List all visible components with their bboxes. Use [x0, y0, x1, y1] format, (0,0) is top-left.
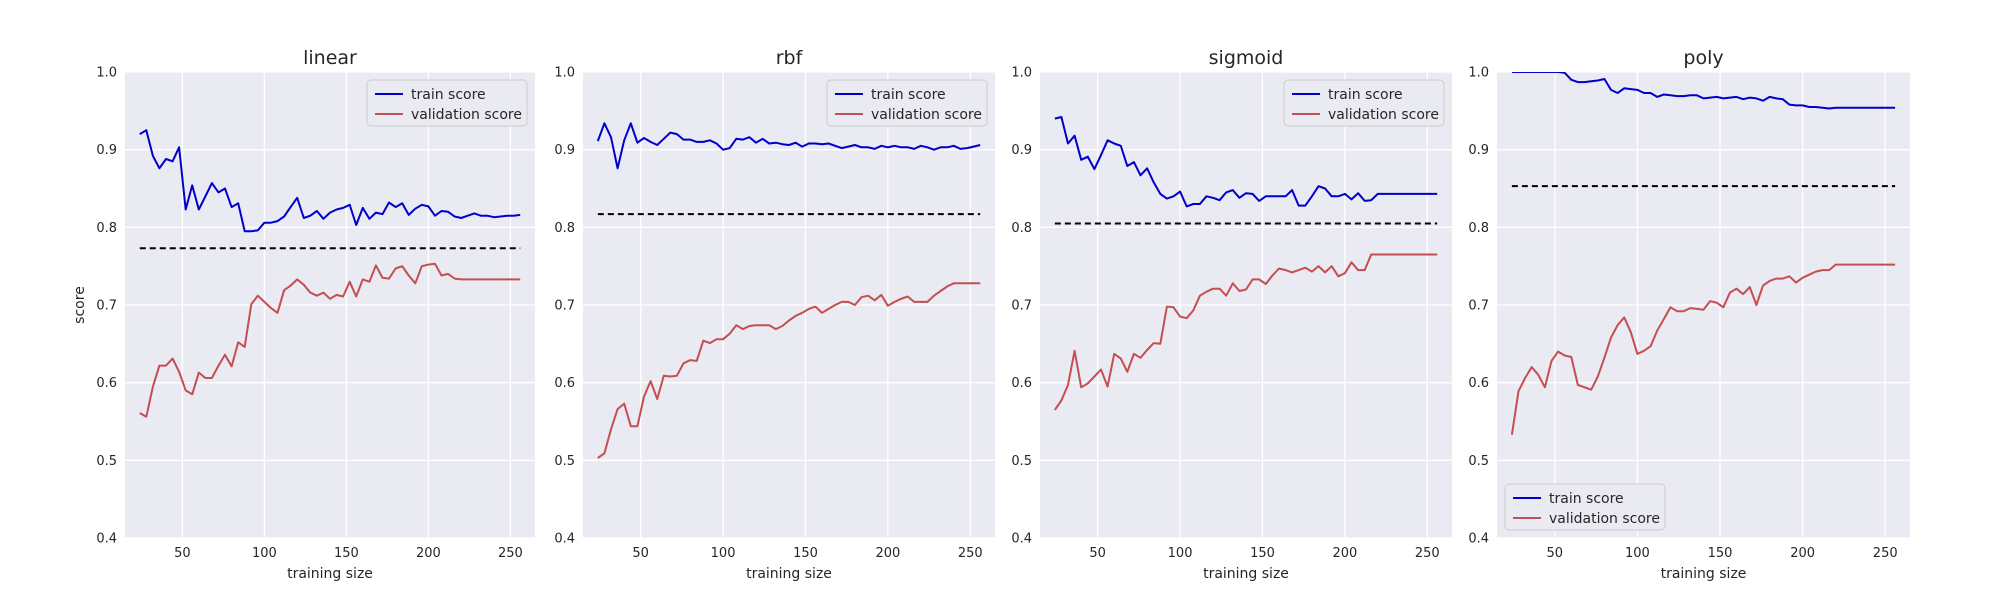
subplot-title: linear — [303, 47, 357, 69]
y-tick-label: 0.8 — [96, 221, 117, 236]
subplot-sigmoid: 0.4 0.5 0.6 0.7 0.8 0.9 1.0 50 100 150 200 250 sigmo… — [1011, 47, 1452, 582]
x-tick-label: 150 — [1708, 546, 1733, 561]
series-line-validation-score — [597, 282, 981, 459]
x-tick-label: 50 — [174, 546, 191, 561]
y-tick-label: 0.8 — [1011, 221, 1032, 236]
series-line-validation-score — [139, 262, 521, 418]
x-tick-label: 250 — [958, 546, 983, 561]
legend-label: validation score — [1549, 511, 1660, 527]
legend-label: validation score — [411, 107, 522, 123]
y-tick-label: 0.8 — [1468, 221, 1489, 236]
x-tick-label: 100 — [252, 546, 277, 561]
y-tick-label: 0.5 — [554, 454, 575, 469]
series-line-validation-score — [1053, 253, 1438, 411]
x-tick-label: 150 — [793, 546, 818, 561]
legend-label: train score — [411, 87, 486, 103]
y-tick-label: 0.6 — [1468, 376, 1489, 391]
legend: train score validation score — [1283, 79, 1445, 127]
x-tick-label: 150 — [1250, 546, 1275, 561]
y-tick-label: 0.6 — [1011, 376, 1032, 391]
legend-label: train score — [1328, 87, 1403, 103]
legend-label: validation score — [1328, 107, 1439, 123]
y-tick-label: 0.9 — [554, 143, 575, 158]
legend-box — [1504, 483, 1666, 531]
legend-box — [826, 79, 988, 127]
x-tick-label: 250 — [1873, 546, 1898, 561]
y-tick-label: 0.5 — [1468, 454, 1489, 469]
x-tick-label: 100 — [711, 546, 736, 561]
y-tick-label: 0.7 — [554, 299, 575, 314]
y-tick-label: 0.5 — [96, 454, 117, 469]
y-tick-label: 0.5 — [1011, 454, 1032, 469]
x-tick-label: 250 — [1415, 546, 1440, 561]
y-tick-label: 1.0 — [96, 66, 117, 81]
series-line-train-score — [1511, 72, 1896, 110]
y-tick-label: 0.9 — [96, 143, 117, 158]
y-tick-label: 0.9 — [1011, 143, 1032, 158]
y-tick-label: 0.4 — [1011, 532, 1032, 547]
legend: train score validation score — [1504, 483, 1666, 531]
series-line-train-score — [596, 122, 981, 170]
x-tick-label: 200 — [1332, 546, 1357, 561]
legend: train score validation score — [366, 79, 528, 127]
y-tick-label: 0.8 — [554, 221, 575, 236]
subplot-title: rbf — [776, 47, 804, 69]
y-tick-label: 0.6 — [96, 376, 117, 391]
y-axis-label: score — [72, 286, 88, 324]
y-tick-label: 1.0 — [1011, 66, 1032, 81]
x-axis-label: training size — [746, 566, 832, 582]
subplot-poly: 0.4 0.5 0.6 0.7 0.8 0.9 1.0 50 100 150 200 250 poly t… — [1468, 47, 1910, 582]
legend-box — [1283, 79, 1445, 127]
x-axis-label: training size — [1661, 566, 1747, 582]
x-tick-label: 200 — [1790, 546, 1815, 561]
series-line-train-score — [139, 129, 521, 233]
legend-label: train score — [871, 87, 946, 103]
x-tick-label: 150 — [334, 546, 359, 561]
legend-label: train score — [1549, 491, 1624, 507]
y-tick-label: 0.4 — [554, 532, 575, 547]
series-line-train-score — [1054, 116, 1438, 208]
x-axis-label: training size — [287, 566, 373, 582]
y-tick-label: 1.0 — [554, 66, 575, 81]
x-tick-label: 250 — [498, 546, 523, 561]
x-tick-label: 50 — [1089, 546, 1106, 561]
x-tick-label: 100 — [1168, 546, 1193, 561]
subplot-title: poly — [1683, 47, 1723, 69]
subplot-rbf: 0.40.50.60.70.80.91.050 100 150 200 250rbftr… — [554, 47, 995, 582]
subplot-linear: 0.4 0.5 0.6 0.7 0.8 0.9 1.0 50 100 150 200 250 linea… — [72, 47, 535, 582]
y-tick-label: 0.6 — [554, 376, 575, 391]
x-axis-label: training size — [1203, 566, 1289, 582]
x-tick-label: 100 — [1625, 546, 1650, 561]
series-line-validation-score — [1510, 263, 1896, 435]
y-tick-label: 0.4 — [96, 532, 117, 547]
subplot-title: sigmoid — [1209, 47, 1284, 69]
y-tick-label: 0.4 — [1468, 532, 1489, 547]
y-tick-label: 1.0 — [1468, 66, 1489, 81]
x-tick-label: 50 — [632, 546, 649, 561]
x-tick-label: 200 — [875, 546, 900, 561]
y-tick-label: 0.7 — [1011, 299, 1032, 314]
y-tick-label: 0.7 — [96, 299, 117, 314]
y-tick-label: 0.9 — [1468, 143, 1489, 158]
x-tick-label: 200 — [416, 546, 441, 561]
legend: train score validation score — [826, 79, 988, 127]
y-tick-label: 0.7 — [1468, 299, 1489, 314]
legend-label: validation score — [871, 107, 982, 123]
legend-box — [366, 79, 528, 127]
x-tick-label: 50 — [1547, 546, 1564, 561]
